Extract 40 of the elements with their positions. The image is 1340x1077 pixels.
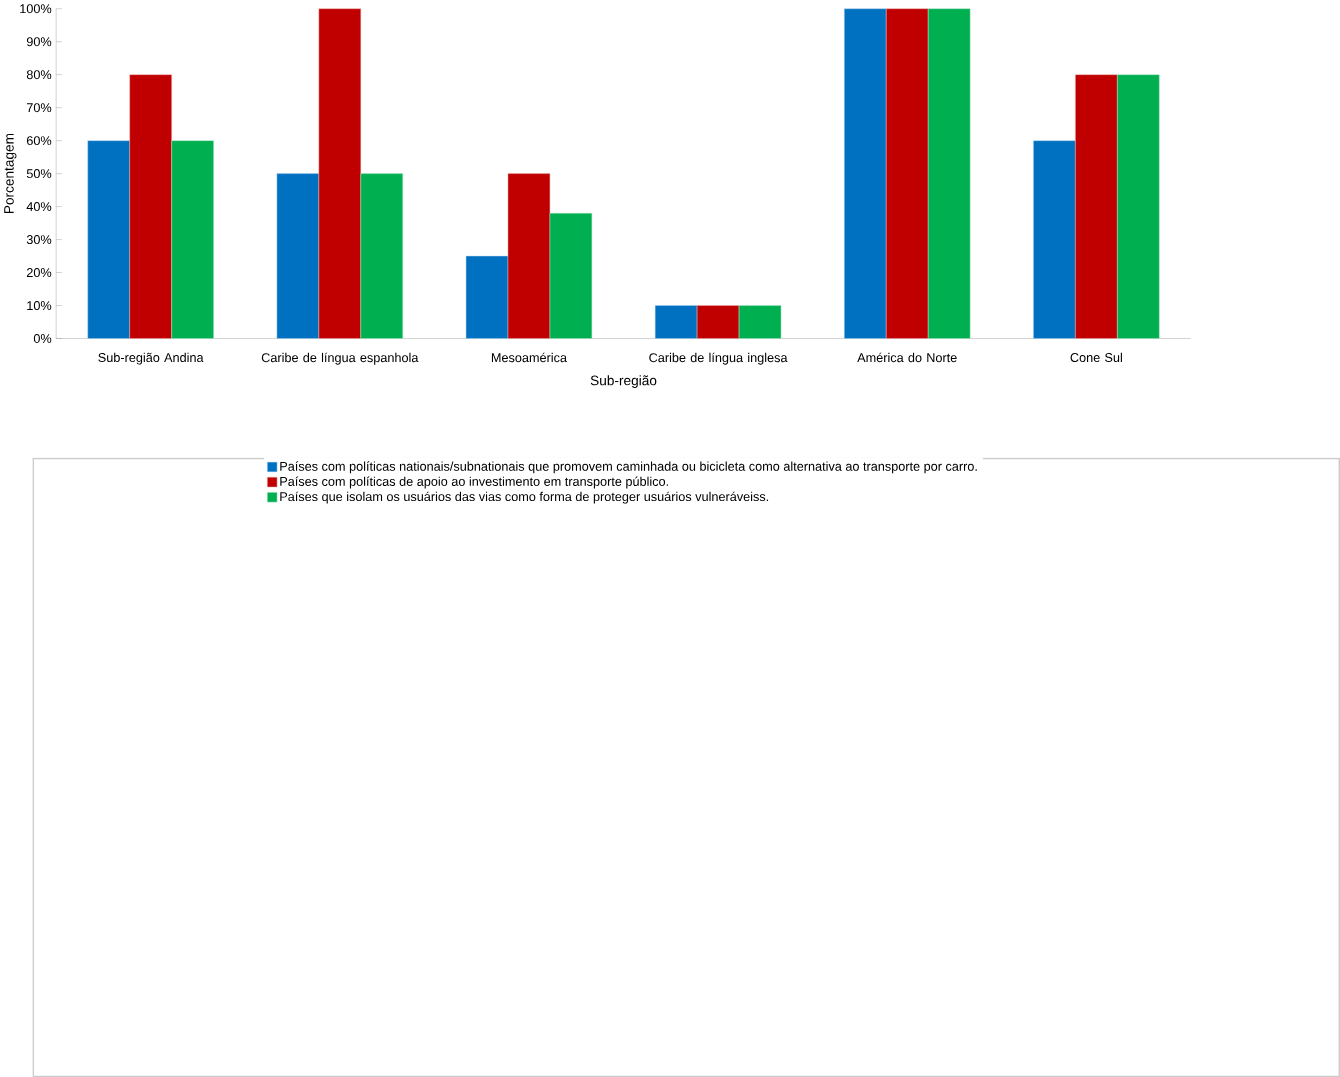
bar <box>465 255 509 339</box>
y-tick-label: 50% <box>26 168 52 178</box>
x-axis-title: Sub-região <box>590 375 657 388</box>
y-tick-label: 100% <box>20 4 52 14</box>
bar <box>360 173 404 339</box>
legend-label: Países com políticas de apoio ao investimento em transporte público. <box>280 476 668 489</box>
y-tick-label: 90% <box>26 37 52 47</box>
x-tick-label: América do Norte <box>857 352 957 363</box>
bar <box>87 140 130 339</box>
bar <box>549 212 593 339</box>
y-tick-label: 0% <box>33 333 52 343</box>
y-tick-label: 60% <box>26 136 52 145</box>
legend-label: Países com políticas nationais/subnationais que promovem caminhada ou bicicleta como alternativa ao transporte por carro. <box>280 461 977 474</box>
bar <box>1075 74 1118 339</box>
x-tick-label: Sub-região Andina <box>98 352 204 365</box>
bar <box>276 173 320 339</box>
y-tick-label: 30% <box>26 234 52 244</box>
x-tick-label: Mesoamérica <box>491 352 568 363</box>
y-tick-label: 10% <box>27 300 52 310</box>
y-tick-label: 80% <box>26 70 52 80</box>
bar <box>886 8 929 339</box>
bar <box>696 305 740 339</box>
bar <box>844 8 887 339</box>
bar <box>171 140 214 339</box>
x-tick-label: Caribe de língua inglesa <box>649 352 788 365</box>
bar <box>927 8 971 339</box>
bar <box>507 173 551 339</box>
bar <box>1117 74 1160 339</box>
y-tick-label: 40% <box>26 201 52 211</box>
y-tick-label: 20% <box>26 267 52 277</box>
x-tick-label: Cone Sul <box>1070 352 1122 362</box>
bar <box>654 305 698 339</box>
bar <box>318 8 362 339</box>
bar <box>129 74 172 339</box>
bar <box>1033 140 1076 339</box>
legend-label: Países que isolam os usuários das vias como forma de proteger usuários vulneráveiss. <box>280 491 769 504</box>
x-tick-label: Caribe de língua espanhola <box>261 352 419 365</box>
y-tick-label: 70% <box>26 103 52 112</box>
bar <box>738 305 782 339</box>
y-axis-title: Porcentagem <box>4 133 17 213</box>
